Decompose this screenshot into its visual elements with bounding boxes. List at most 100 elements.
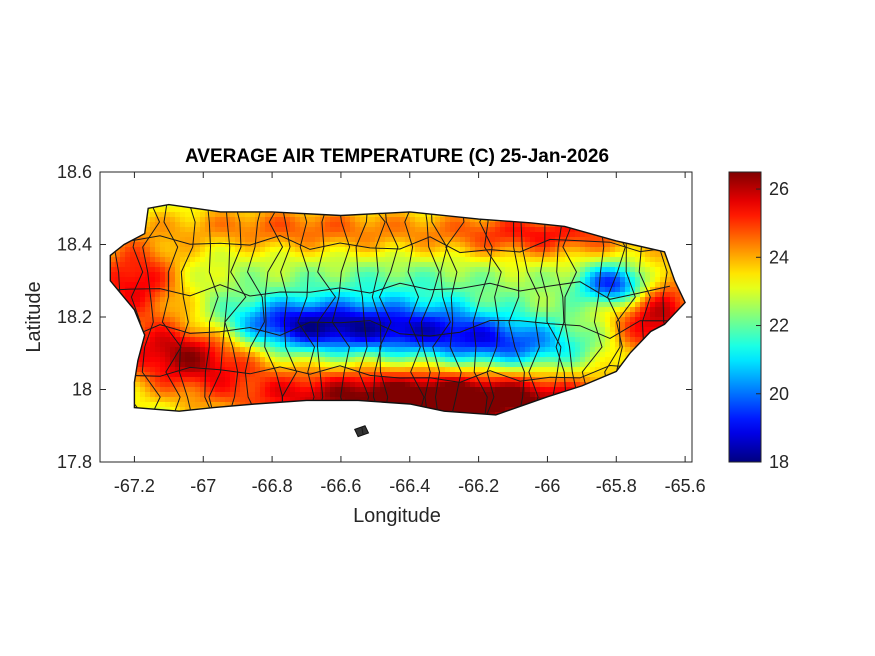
heatmap-cell (270, 282, 276, 288)
heatmap-cell (325, 302, 331, 308)
heatmap-cell (155, 307, 161, 313)
heatmap-cell (180, 222, 186, 228)
heatmap-cell (135, 292, 141, 298)
heatmap-cell (295, 277, 301, 283)
heatmap-cell (220, 382, 226, 388)
heatmap-cell (360, 387, 366, 393)
heatmap-cell (460, 222, 466, 228)
heatmap-cell (140, 372, 146, 378)
heatmap-cell (500, 267, 506, 273)
heatmap-cell (155, 272, 161, 278)
heatmap-cell (510, 342, 516, 348)
heatmap-cell (285, 312, 291, 318)
heatmap-cell (485, 407, 491, 413)
heatmap-cell (175, 262, 181, 268)
heatmap-cell (205, 232, 211, 238)
heatmap-cell (445, 367, 451, 373)
heatmap-cell (420, 312, 426, 318)
heatmap-cell (360, 262, 366, 268)
heatmap-cell (380, 227, 386, 233)
heatmap-cell (370, 387, 376, 393)
heatmap-cell (390, 342, 396, 348)
heatmap-cell (295, 347, 301, 353)
heatmap-cell (385, 307, 391, 313)
heatmap-cell (400, 247, 406, 253)
heatmap-cell (185, 332, 191, 338)
heatmap-cell (375, 247, 381, 253)
heatmap-cell (255, 302, 261, 308)
heatmap-cell (310, 257, 316, 263)
heatmap-cell (270, 217, 276, 223)
heatmap-cell (520, 222, 526, 228)
heatmap-cell (270, 302, 276, 308)
heatmap-cell (145, 297, 151, 303)
heatmap-cell (345, 282, 351, 288)
heatmap-cell (195, 272, 201, 278)
heatmap-cell (280, 227, 286, 233)
heatmap-cell (265, 317, 271, 323)
heatmap-cell (120, 262, 126, 268)
heatmap-cell (525, 327, 531, 333)
heatmap-cell (305, 362, 311, 368)
heatmap-cell (215, 247, 221, 253)
heatmap-cell (175, 207, 181, 213)
heatmap-cell (315, 367, 321, 373)
heatmap-cell (270, 227, 276, 233)
heatmap-cell (265, 397, 271, 403)
heatmap-cell (215, 377, 221, 383)
heatmap-cell (180, 207, 186, 213)
heatmap-cell (510, 262, 516, 268)
heatmap-cell (210, 277, 216, 283)
heatmap-cell (380, 222, 386, 228)
heatmap-cell (450, 377, 456, 383)
heatmap-cell (310, 222, 316, 228)
heatmap-cell (520, 272, 526, 278)
heatmap-cell (490, 287, 496, 293)
heatmap-cell (495, 297, 501, 303)
heatmap-cell (170, 367, 176, 373)
heatmap-cell (200, 377, 206, 383)
heatmap-cell (250, 237, 256, 243)
heatmap-cell (495, 242, 501, 248)
heatmap-cell (365, 362, 371, 368)
heatmap-cell (495, 262, 501, 268)
heatmap-cell (260, 272, 266, 278)
heatmap-cell (275, 337, 281, 343)
heatmap-cell (370, 312, 376, 318)
heatmap-cell (440, 322, 446, 328)
heatmap-cell (350, 337, 356, 343)
heatmap-cell (425, 307, 431, 313)
heatmap-cell (410, 222, 416, 228)
heatmap-cell (275, 277, 281, 283)
heatmap-cell (395, 257, 401, 263)
heatmap-cell (515, 387, 521, 393)
heatmap-cell (255, 307, 261, 313)
heatmap-cell (275, 267, 281, 273)
heatmap-cell (165, 257, 171, 263)
heatmap-cell (420, 362, 426, 368)
heatmap-cell (480, 257, 486, 263)
heatmap-cell (245, 257, 251, 263)
heatmap-cell (490, 302, 496, 308)
heatmap-cell (420, 357, 426, 363)
heatmap-cell (310, 237, 316, 243)
heatmap-cell (395, 242, 401, 248)
heatmap-cell (230, 312, 236, 318)
heatmap-cell (515, 347, 521, 353)
heatmap-cell (395, 392, 401, 398)
heatmap-cell (455, 347, 461, 353)
heatmap-cell (450, 282, 456, 288)
heatmap-cell (465, 347, 471, 353)
heatmap-cell (350, 217, 356, 223)
heatmap-cell (365, 232, 371, 238)
heatmap-cell (475, 292, 481, 298)
heatmap-cell (505, 267, 511, 273)
heatmap-cell (185, 307, 191, 313)
heatmap-cell (235, 227, 241, 233)
heatmap-cell (415, 237, 421, 243)
heatmap-cell (275, 227, 281, 233)
heatmap-cell (185, 402, 191, 408)
heatmap-cell (460, 277, 466, 283)
heatmap-cell (160, 292, 166, 298)
heatmap-cell (200, 307, 206, 313)
